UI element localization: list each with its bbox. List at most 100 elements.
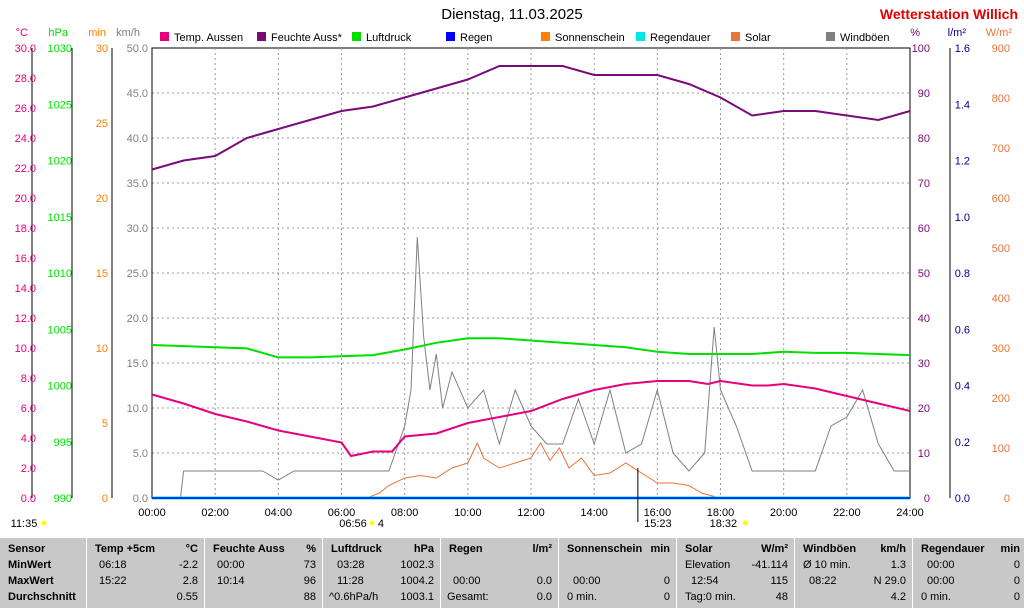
marker-four-label: 4 <box>378 518 384 530</box>
stats-divider <box>322 538 323 608</box>
stats-solar-day-label: Tag:0 min. <box>685 591 736 603</box>
stats-duration-min-time: 00:00 <box>927 559 955 571</box>
humidity-axis-tick-label: 30 <box>918 358 930 370</box>
stats-temp-max-time: 15:22 <box>99 575 127 587</box>
stats-pressure-max-time: 11:28 <box>337 575 364 587</box>
stats-wind-avg-value: 4.2 <box>890 591 906 603</box>
stats-pressure-trend: ^0.6hPa/h <box>329 591 379 603</box>
stats-solar-max-time: 12:54 <box>691 575 719 587</box>
temp-axis-tick-label: 14.0 <box>15 283 36 295</box>
stats-sensor-head: Sensor <box>8 543 46 555</box>
humidity-axis-tick-label: 0 <box>924 493 930 505</box>
x-tick-label: 22:00 <box>833 507 861 519</box>
stats-divider <box>204 538 205 608</box>
stats-row-avg: Durchschnitt <box>8 591 76 603</box>
series-line-solar <box>152 441 910 499</box>
stats-pressure-max-value: 1004.2 <box>400 575 434 587</box>
temp-axis-tick-label: 26.0 <box>15 103 36 115</box>
rain-axis-tick-label: 1.4 <box>955 99 970 111</box>
wind-axis-tick-label: 5.0 <box>133 448 148 460</box>
temp-axis-tick-label: 6.0 <box>21 403 36 415</box>
rain-axis-tick-label: 0.2 <box>955 437 970 449</box>
humidity-axis-tick-label: 40 <box>918 313 930 325</box>
stats-duration-min-value: 0 <box>1013 559 1020 571</box>
legend-label-humidity: Feuchte Auss* <box>271 32 343 44</box>
solar-peak-label: 15:23 <box>644 518 672 530</box>
stats-solar-elevation-label: Elevation <box>685 559 731 571</box>
weather-chart: 0.0 2.0 4.0 6.0 8.0 10.0 12.0 14.0 16.0 18.0 20.0 2… <box>11 27 1013 530</box>
stats-wind-max-time: 08:22 <box>809 575 837 587</box>
pressure-axis-tick-label: 1015 <box>48 212 72 224</box>
solar-axis-tick-label: 500 <box>992 243 1010 255</box>
wind-axis-tick-label: 10.0 <box>127 403 148 415</box>
humidity-axis-tick-label: 50 <box>918 268 930 280</box>
stats-humidity-max-time: 10:14 <box>217 575 245 587</box>
sunset-label: 18:32 <box>710 518 738 530</box>
stats-row-min: MinWert <box>8 559 52 571</box>
series-line-temp <box>151 379 911 458</box>
stats-humidity-min-value: 73 <box>303 559 316 571</box>
solar-axis-unit: W/m² <box>986 27 1013 39</box>
stats-rain: Regen l/m² 00:00 0.0 Gesamt: 0.0 <box>441 538 558 608</box>
stats-pressure: Luftdruck hPa 03:28 1002.3 11:28 1004.2 … <box>323 538 440 608</box>
stats-temp-max-value: 2.8 <box>182 575 198 587</box>
x-tick-label: 16:00 <box>644 507 672 519</box>
stats-duration-max-value: 0 <box>1013 575 1020 587</box>
legend-swatch-rain_duration <box>636 32 645 41</box>
humidity-axis-tick-label: 60 <box>918 223 930 235</box>
solar-axis-tick-label: 400 <box>992 293 1010 305</box>
pressure-axis-tick-label: 990 <box>54 493 72 505</box>
solar-axis-tick-label: 900 <box>992 43 1010 55</box>
pressure-axis-tick-label: 1000 <box>48 381 72 393</box>
stats-wind-head: Windböen <box>803 543 857 555</box>
series-line-pressure <box>151 337 911 359</box>
wind-axis-unit: km/h <box>116 27 140 39</box>
rain-axis-tick-label: 1.0 <box>955 212 970 224</box>
legend-label-gust: Windböen <box>840 32 890 44</box>
pressure-axis-tick-label: 995 <box>54 437 72 449</box>
legend-swatch-sunshine <box>541 32 550 41</box>
stats-duration-unit: min <box>1000 543 1020 555</box>
minutes-axis-tick-label: 0 <box>102 493 108 505</box>
stats-humidity-head: Feuchte Auss <box>213 543 285 555</box>
temp-axis-tick-label: 28.0 <box>15 73 36 85</box>
temp-axis-tick-label: 18.0 <box>15 223 36 235</box>
legend-label-pressure: Luftdruck <box>366 32 412 44</box>
stats-pressure-min-time: 03:28 <box>337 559 365 571</box>
stats-wind: Windböen km/h Ø 10 min. 1.3 08:22 N 29.0… <box>795 538 912 608</box>
stats-wind-unit: km/h <box>880 543 906 555</box>
wind-axis-tick-label: 15.0 <box>127 358 148 370</box>
stats-humidity: Feuchte Auss % 00:00 73 10:14 96 88 <box>205 538 322 608</box>
legend-swatch-rain <box>446 32 455 41</box>
x-tick-label: 00:00 <box>138 507 166 519</box>
temp-axis-tick-label: 10.0 <box>15 343 36 355</box>
wind-axis-tick-label: 35.0 <box>127 178 148 190</box>
x-tick-label: 20:00 <box>770 507 798 519</box>
legend-label-rain: Regen <box>460 32 492 44</box>
stats-temp-avg-value: 0.55 <box>176 591 198 603</box>
pressure-axis-tick-label: 1025 <box>48 99 72 111</box>
stats-sunshine-unit: min <box>650 543 670 555</box>
humidity-axis-unit: % <box>910 27 920 39</box>
x-tick-label: 24:00 <box>896 507 924 519</box>
x-tick-label: 04:00 <box>265 507 293 519</box>
stats-temp-min-value: -2.2 <box>179 559 198 571</box>
rain-axis-tick-label: 0.0 <box>955 493 970 505</box>
stats-duration-head: Regendauer <box>921 543 985 555</box>
statistics-panel: Sensor MinWert MaxWert Durchschnitt Temp… <box>0 538 1024 608</box>
sunrise-label: 06:56 <box>339 518 367 530</box>
pressure-axis-unit: hPa <box>48 27 68 39</box>
legend-swatch-temp <box>160 32 169 41</box>
x-tick-label: 12:00 <box>517 507 545 519</box>
marker-left-dot <box>41 520 47 526</box>
minutes-axis-unit: min <box>88 27 106 39</box>
stats-solar-avg-value: 48 <box>775 591 788 603</box>
wind-axis-tick-label: 0.0 <box>133 493 148 505</box>
minutes-axis-tick-label: 5 <box>102 418 108 430</box>
stats-duration-total-label: 0 min. <box>921 591 951 603</box>
temp-axis-unit: °C <box>16 27 28 39</box>
stats-sunshine-head: Sonnenschein <box>567 543 643 555</box>
rain-axis-tick-label: 1.6 <box>955 43 970 55</box>
rain-axis-tick-label: 0.6 <box>955 324 970 336</box>
solar-axis-tick-label: 100 <box>992 443 1010 455</box>
